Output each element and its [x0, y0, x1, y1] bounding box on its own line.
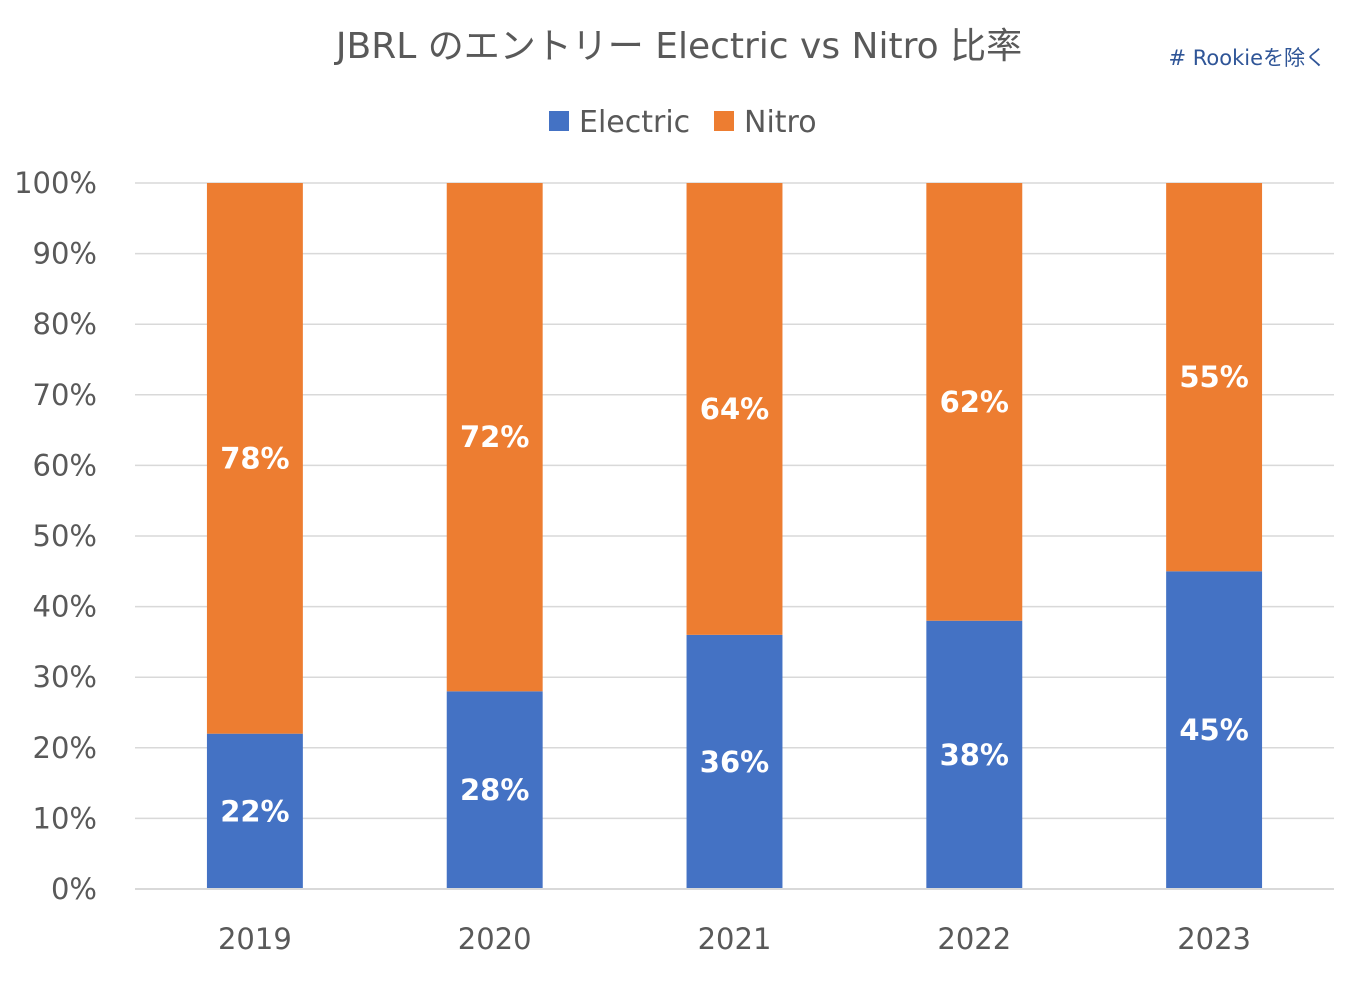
data-label-electric-2019: 22%: [220, 794, 289, 828]
y-tick-label: 10%: [33, 801, 97, 835]
x-tick-label: 2022: [937, 922, 1011, 956]
bar-nitro-2020: [446, 183, 543, 692]
chart-note: # Rookieを除く: [1168, 46, 1326, 70]
data-label-nitro-2020: 72%: [460, 420, 529, 454]
x-tick-label: 2021: [698, 922, 772, 956]
x-tick-label: 2019: [218, 922, 292, 956]
y-tick-label: 20%: [33, 731, 97, 765]
data-label-electric-2020: 28%: [460, 773, 529, 807]
y-tick-label: 0%: [51, 872, 97, 906]
bar-electric-2021: [686, 634, 783, 889]
y-tick-label: 80%: [33, 307, 97, 341]
data-label-electric-2023: 45%: [1179, 713, 1248, 747]
y-axis-ticks: 0% 10% 20% 30% 40% 50% 60% 70% 80% 90% 100%: [14, 166, 97, 906]
data-label-electric-2022: 38%: [940, 738, 1009, 772]
data-label-nitro-2023: 55%: [1179, 360, 1248, 394]
bar-electric-2023: [1166, 571, 1263, 889]
legend-swatch-electric: [549, 111, 569, 131]
legend-label-electric: Electric: [579, 105, 690, 140]
x-tick-label: 2020: [458, 922, 532, 956]
bars: 22% 78% 28% 72% 36% 64% 38% 62% 45% 55%: [206, 183, 1263, 889]
data-label-nitro-2022: 62%: [940, 385, 1009, 419]
y-tick-label: 100%: [14, 166, 97, 200]
y-tick-label: 30%: [33, 660, 97, 694]
bar-nitro-2019: [206, 183, 303, 734]
data-label-electric-2021: 36%: [700, 745, 769, 779]
legend-swatch-nitro: [714, 111, 734, 131]
bar-nitro-2021: [686, 183, 783, 635]
x-axis-ticks: 2019 2020 2021 2022 2023: [218, 922, 1251, 956]
y-tick-label: 40%: [33, 590, 97, 624]
bar-nitro-2023: [1166, 183, 1263, 572]
legend: Electric Nitro: [549, 105, 817, 140]
data-label-nitro-2019: 78%: [220, 441, 289, 475]
chart-title: JBRL のエントリー Electric vs Nitro 比率: [334, 26, 1022, 67]
bar-nitro-2022: [926, 183, 1023, 621]
y-tick-label: 60%: [33, 448, 97, 482]
bar-electric-2022: [926, 620, 1023, 889]
y-tick-label: 70%: [33, 378, 97, 412]
y-tick-label: 90%: [33, 237, 97, 271]
y-tick-label: 50%: [33, 519, 97, 553]
x-tick-label: 2023: [1177, 922, 1251, 956]
bar-electric-2019: [206, 733, 303, 889]
data-label-nitro-2021: 64%: [700, 392, 769, 426]
legend-label-nitro: Nitro: [744, 105, 817, 140]
bar-electric-2020: [446, 691, 543, 889]
